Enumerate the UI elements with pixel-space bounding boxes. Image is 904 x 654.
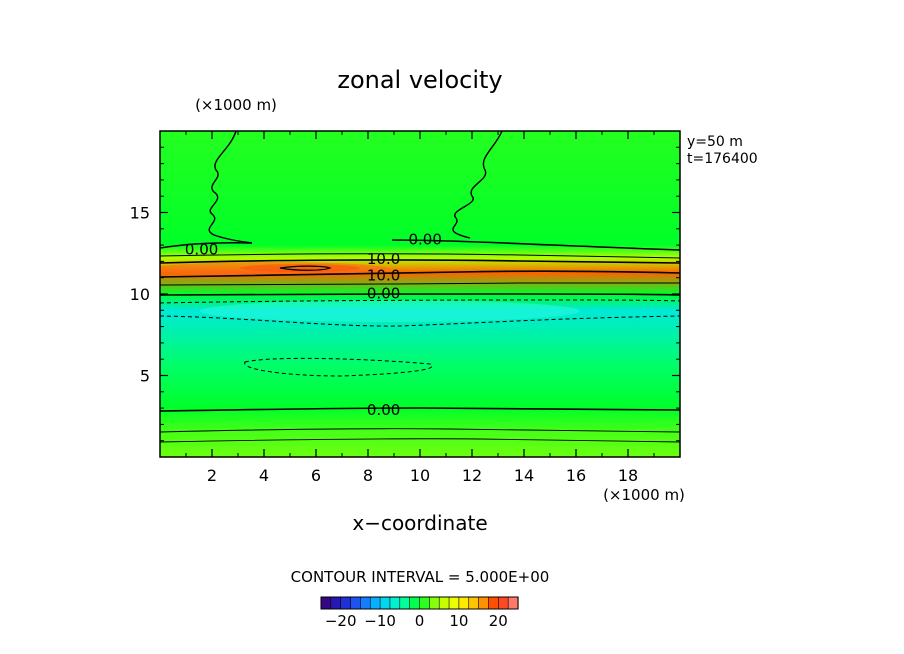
contour-five-bottom-a	[160, 428, 680, 433]
colorbar-cell	[320, 596, 332, 610]
x-tick-label: 12	[462, 466, 482, 485]
x-axis: 2 4 6 8 10 12 14 16 18	[207, 131, 638, 485]
y-tick-label: 10	[130, 285, 150, 304]
x-tick-label: 16	[566, 466, 586, 485]
colorbar-cell	[409, 596, 421, 610]
contour-five-lower	[160, 282, 680, 286]
colorbar-cell	[438, 596, 450, 610]
contour-zero-wiggle-west	[208, 131, 253, 244]
contour-zero-upper-west	[160, 241, 253, 249]
x-tick-label: 6	[311, 466, 321, 485]
x-tick-label: 14	[514, 466, 534, 485]
colorbar-cell	[478, 596, 490, 610]
contour-label: 0.00	[367, 284, 400, 302]
colorbar-frame	[320, 596, 519, 610]
colorbar-cell	[429, 596, 440, 610]
colorbar: −20 −10 0 10 20	[320, 596, 519, 630]
contour-label: 10.0	[367, 266, 400, 284]
y-tick-label: 15	[130, 204, 150, 223]
colorbar-cell	[389, 596, 401, 610]
colorbar-tick-label: 10	[449, 612, 468, 630]
contour-zero-lower	[160, 407, 680, 412]
colorbar-cell	[458, 596, 470, 610]
colorbar-cells	[320, 596, 519, 610]
contour-neg5-upper	[160, 299, 680, 304]
colorbar-cell	[330, 596, 342, 610]
colorbar-tick-label: −20	[325, 612, 357, 630]
cyan-core	[200, 300, 580, 322]
chart-title: zonal velocity	[337, 66, 502, 94]
colorbar-cell	[379, 596, 391, 610]
jet-core-inner	[240, 264, 360, 272]
contour-lines	[160, 131, 680, 443]
colorbar-cell	[399, 596, 411, 610]
x-tick-label: 2	[207, 466, 217, 485]
colorbar-cell	[468, 596, 480, 610]
contour-interval-note: CONTOUR INTERVAL = 5.000E+00	[291, 568, 550, 586]
colorbar-tick-label: 0	[415, 612, 425, 630]
colorbar-cell	[448, 596, 460, 610]
y-tick-label: 5	[140, 367, 150, 386]
y-axis: 5 10 15	[130, 204, 680, 386]
x-tick-label: 8	[363, 466, 373, 485]
colorbar-cell	[360, 596, 371, 610]
colorbar-cell	[350, 596, 361, 610]
field-overlays	[160, 262, 580, 322]
contour-ten-lower	[160, 270, 680, 278]
contour-ten-upper	[160, 259, 680, 264]
minor-ticks	[160, 131, 680, 457]
colorbar-ticks: −20 −10 0 10 20	[325, 612, 508, 630]
colorbar-cell	[507, 596, 519, 610]
contour-zero-wiggle-east	[452, 131, 503, 239]
x-tick-label: 4	[259, 466, 269, 485]
colorbar-cell	[488, 596, 499, 610]
contour-label: 0.00	[408, 231, 441, 249]
contour-neg5-lower	[160, 315, 680, 327]
colorbar-cell	[419, 596, 430, 610]
contour-neg5-lens	[244, 357, 433, 377]
colorbar-cell	[340, 596, 352, 610]
colorbar-cell	[497, 596, 509, 610]
colorbar-tick-label: 20	[489, 612, 508, 630]
contour-label: 0.00	[367, 401, 400, 419]
contour-label: 0.00	[185, 240, 218, 258]
y-units-label: (×1000 m)	[195, 96, 277, 114]
info-line-y: y=50 m	[687, 134, 743, 150]
contour-five-bottom-b	[160, 438, 680, 443]
contour-label: 10.0	[367, 250, 400, 268]
x-units-label: (×1000 m)	[603, 486, 685, 504]
contour-fifteen-loop	[279, 265, 332, 271]
colorbar-cell	[369, 596, 381, 610]
colorbar-tick-label: −10	[364, 612, 396, 630]
info-line-t: t=176400	[687, 151, 758, 167]
contour-zero-middle	[160, 293, 680, 296]
contour-five-upper	[160, 253, 680, 259]
contour-zero-upper-east	[391, 239, 680, 251]
x-tick-label: 10	[410, 466, 430, 485]
x-tick-label: 18	[618, 466, 638, 485]
x-axis-label: x−coordinate	[352, 511, 487, 535]
